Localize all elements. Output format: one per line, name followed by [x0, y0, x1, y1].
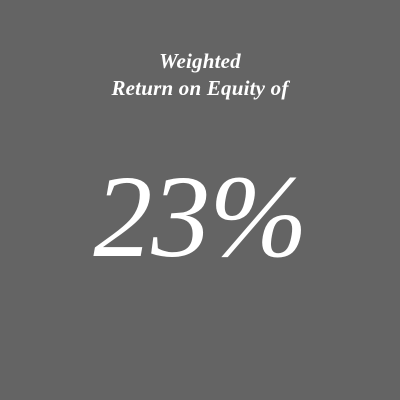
metric-value: 23% [93, 151, 307, 282]
heading-line-2: Return on Equity of [111, 76, 289, 100]
heading-line-1: Weighted [159, 49, 241, 73]
metric-heading: Weighted Return on Equity of [0, 48, 400, 102]
